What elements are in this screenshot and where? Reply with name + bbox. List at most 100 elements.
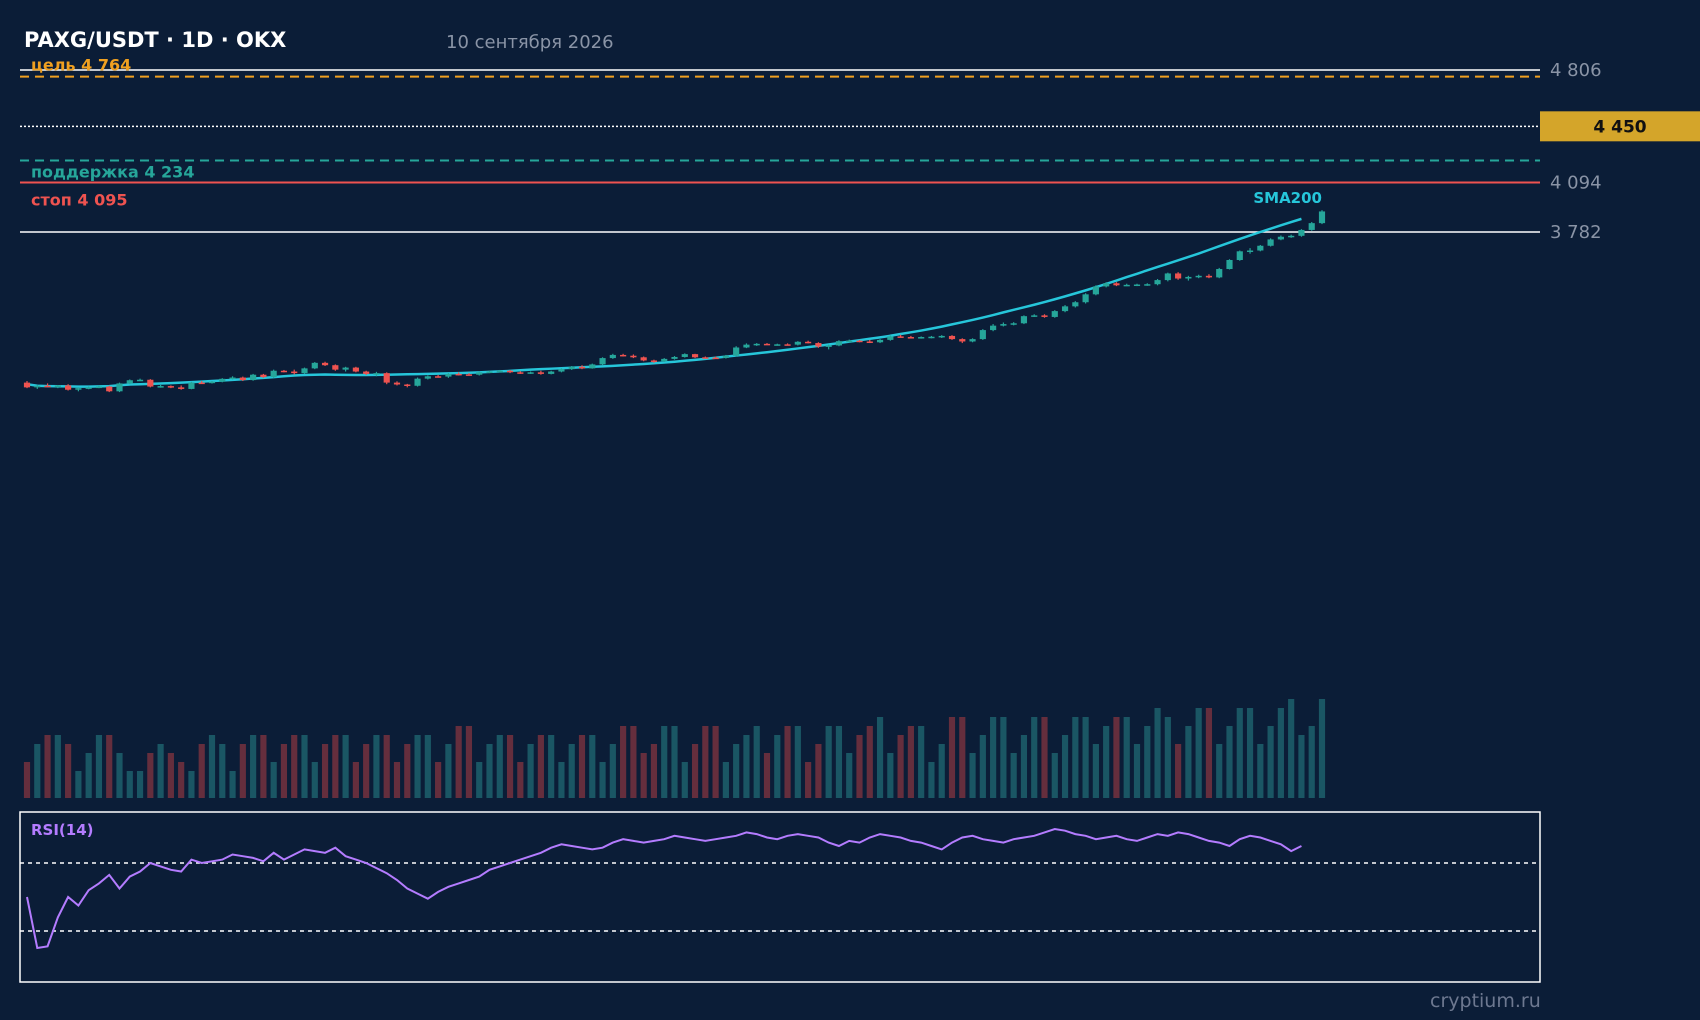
- candle: [1144, 283, 1151, 286]
- volume-bar: [1113, 717, 1120, 798]
- volume-bar: [753, 726, 760, 798]
- candle-body: [178, 387, 185, 389]
- candle-body: [589, 364, 596, 369]
- candle-body: [1246, 250, 1254, 253]
- volume-bar: [691, 744, 699, 798]
- volume-bar: [609, 744, 616, 798]
- candle: [198, 381, 205, 385]
- candle: [167, 385, 174, 389]
- candle-body: [1072, 302, 1079, 307]
- stop-label: стоп 4 095: [31, 190, 127, 209]
- candle: [959, 338, 966, 344]
- candle: [630, 354, 637, 359]
- rsi-panel: RSI(14): [19, 811, 1541, 983]
- candle: [136, 378, 144, 382]
- volume-bar: [486, 744, 493, 798]
- candle: [496, 369, 503, 373]
- volume-bar: [774, 735, 781, 798]
- candle: [1123, 283, 1130, 287]
- candle-body: [250, 374, 257, 381]
- volume-bar: [846, 753, 853, 798]
- candle: [95, 385, 103, 389]
- candle-body: [1257, 245, 1264, 251]
- candle: [1072, 301, 1079, 308]
- volume-bar: [506, 735, 514, 798]
- target-label: цель 4 764: [31, 56, 131, 75]
- candle: [1236, 250, 1243, 261]
- volume-bar: [959, 717, 966, 798]
- candle: [661, 358, 668, 363]
- candle-body: [1216, 269, 1223, 278]
- candle: [671, 356, 678, 360]
- volume-bar: [702, 726, 709, 798]
- volume-bar: [1318, 699, 1326, 798]
- volume-bar: [681, 762, 688, 798]
- volume-bar: [291, 735, 298, 798]
- candle-body: [280, 370, 288, 373]
- candle-body: [784, 344, 791, 346]
- volume-bar: [1257, 744, 1264, 798]
- candle: [558, 368, 565, 373]
- candle: [825, 344, 832, 350]
- volume-bar: [1164, 717, 1171, 798]
- candle: [1318, 210, 1326, 225]
- candle: [918, 336, 925, 339]
- candle: [260, 373, 267, 378]
- volume-bar: [23, 762, 31, 798]
- candle-body: [1308, 223, 1315, 230]
- candle: [763, 343, 771, 346]
- candle-body: [1267, 239, 1274, 246]
- volume-bar: [167, 753, 174, 798]
- volume-bar: [527, 744, 534, 798]
- candle-body: [363, 371, 370, 374]
- candle-body: [620, 354, 627, 357]
- volume-bar: [1010, 753, 1017, 798]
- volume-bar: [383, 735, 390, 798]
- candle: [722, 354, 729, 359]
- candle-body: [691, 354, 699, 358]
- candle-body: [712, 357, 719, 360]
- candle: [1154, 278, 1161, 286]
- candle-body: [106, 386, 113, 392]
- candle: [1298, 229, 1305, 237]
- candle: [805, 340, 812, 344]
- volume-bar: [95, 735, 103, 798]
- candle: [373, 371, 380, 377]
- candle: [1226, 259, 1233, 270]
- candle-body: [1133, 284, 1141, 287]
- candle-body: [1175, 273, 1182, 279]
- candle: [85, 386, 92, 390]
- candle-body: [1298, 229, 1305, 236]
- current-price-tag: [1540, 111, 1700, 142]
- support-label: поддержка 4 234: [31, 162, 194, 181]
- volume-bar: [918, 726, 925, 798]
- candle-body: [414, 378, 421, 386]
- volume-bar: [34, 744, 41, 798]
- volume-bar: [548, 735, 555, 798]
- volume-bar: [1185, 726, 1192, 798]
- candle: [599, 357, 606, 366]
- candle-body: [506, 370, 514, 373]
- volume-bar: [835, 726, 843, 798]
- candle: [712, 356, 719, 360]
- candle: [363, 370, 370, 376]
- candle-body: [332, 365, 339, 370]
- candle: [54, 384, 61, 389]
- candle: [65, 384, 72, 391]
- volume-bar: [44, 735, 51, 798]
- volume-bar: [208, 735, 216, 798]
- volume-bar: [198, 744, 205, 798]
- candle-body: [321, 362, 329, 366]
- sma-line-layer: [26, 217, 1302, 388]
- candle-body: [239, 377, 246, 381]
- volume-bar: [1082, 717, 1089, 798]
- volume-bar: [352, 762, 359, 798]
- candle-body: [866, 341, 873, 343]
- volume-bar: [866, 726, 873, 798]
- volume-bar: [363, 744, 370, 798]
- candle-body: [743, 344, 750, 348]
- volume-bar: [671, 726, 678, 798]
- candle-body: [661, 358, 668, 362]
- candle-body: [373, 373, 380, 375]
